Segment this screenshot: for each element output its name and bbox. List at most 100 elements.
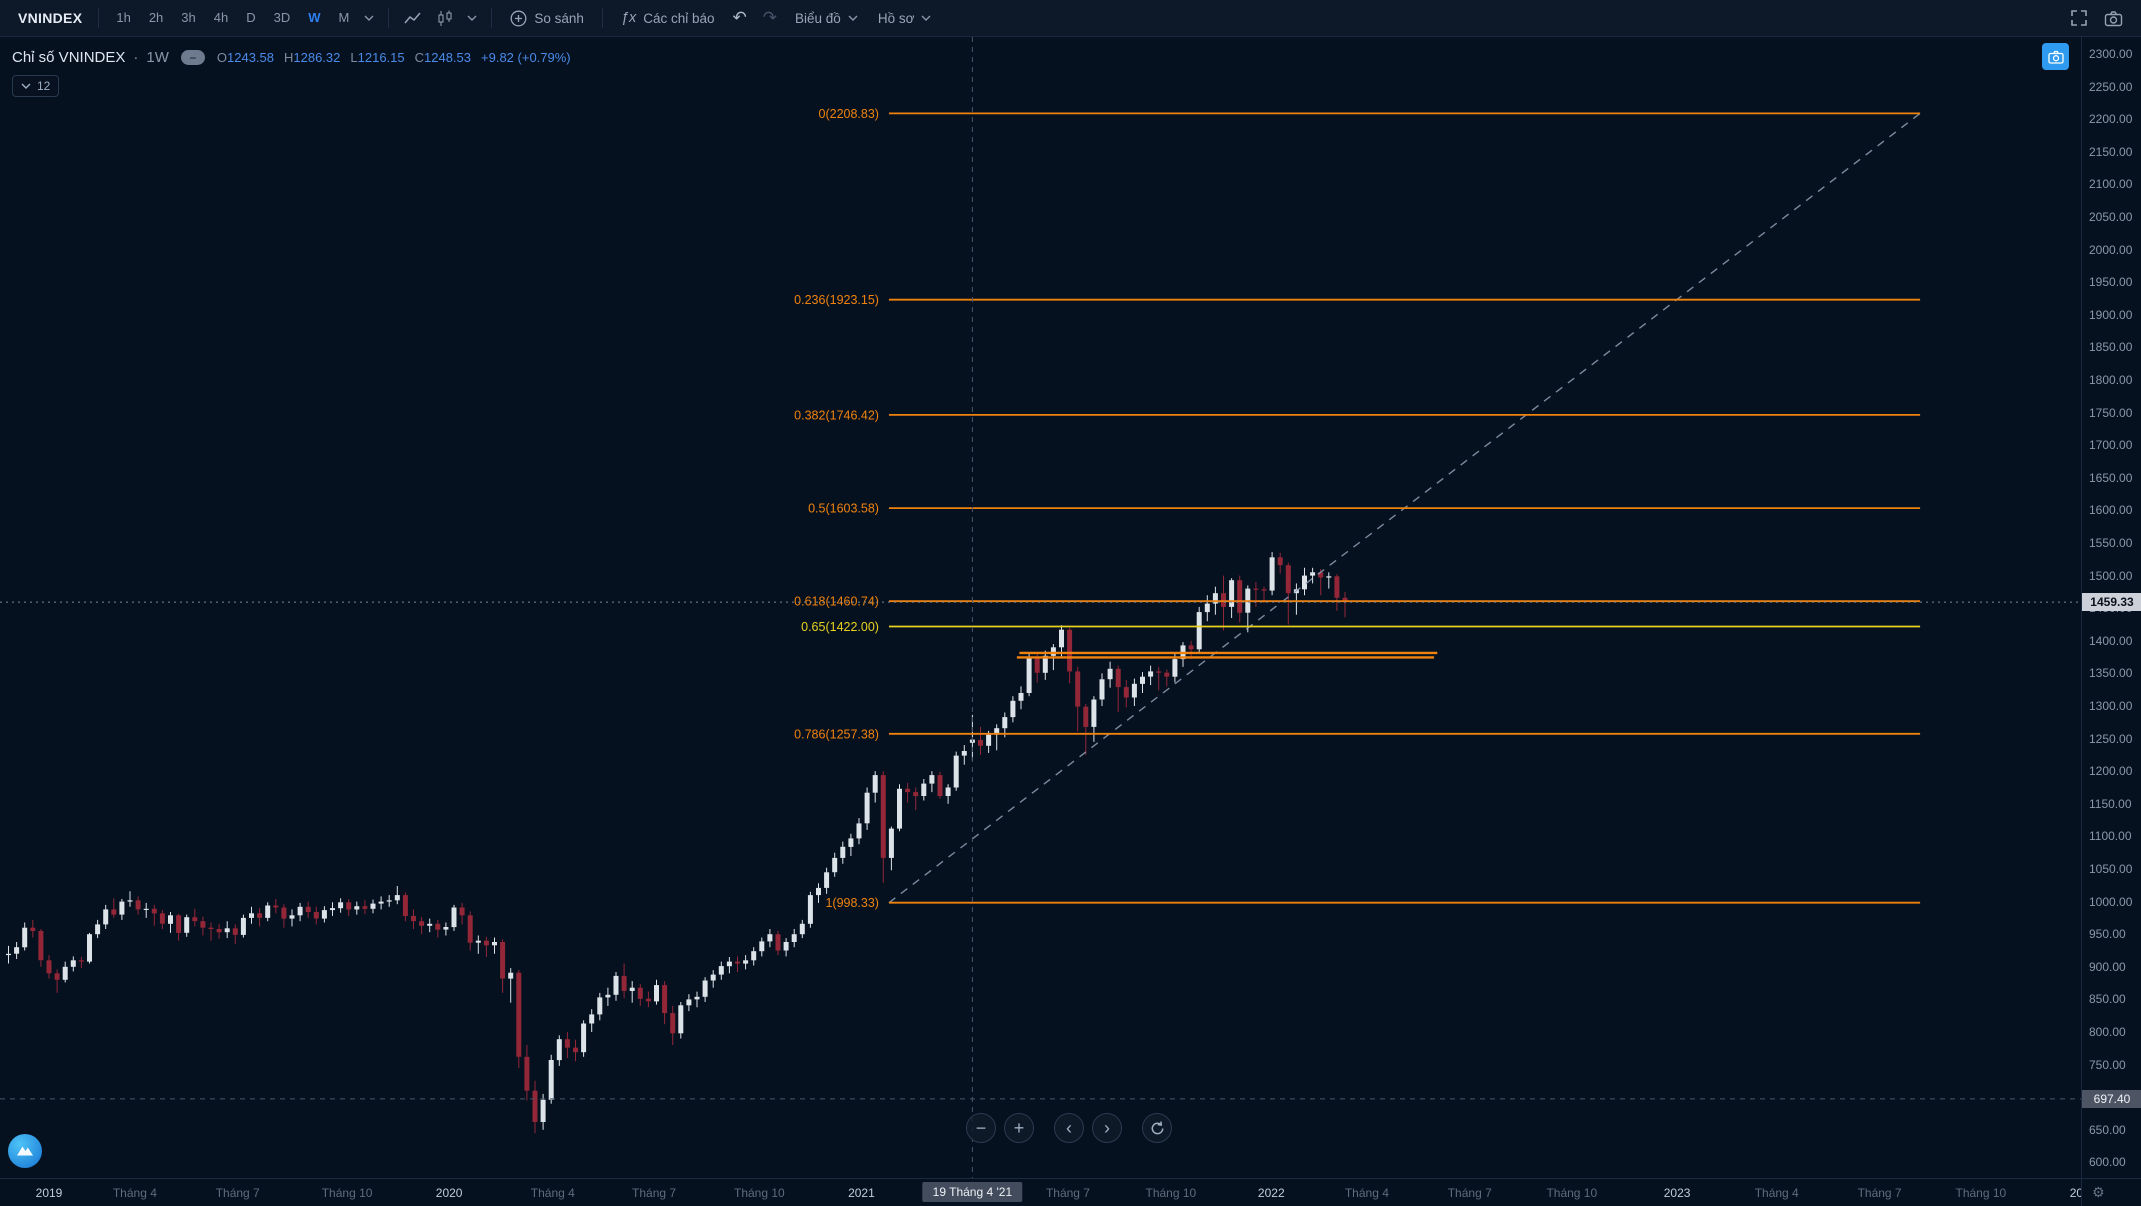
zoom-in-button[interactable]: + [1004, 1113, 1034, 1143]
ohlc-open: O1243.58 [216, 50, 274, 65]
timeframe-M[interactable]: M [338, 10, 350, 25]
hide-series-button[interactable]: − [180, 50, 205, 65]
candle [564, 1039, 570, 1048]
candle [807, 895, 813, 924]
candle [402, 895, 408, 916]
candle [743, 960, 749, 964]
price-axis-label: 2000.00 [2089, 242, 2133, 257]
candle [816, 887, 821, 896]
candle [232, 928, 238, 935]
candle [726, 961, 732, 967]
chart-layout-label: Biểu đồ [795, 10, 841, 26]
candle [1188, 645, 1194, 650]
zoom-out-button[interactable]: − [966, 1113, 996, 1143]
broker-logo[interactable] [8, 1134, 42, 1168]
candle [1310, 572, 1316, 576]
pan-left-button[interactable]: ‹ [1054, 1113, 1084, 1143]
indicators-label: Các chỉ báo [643, 10, 715, 26]
candle [95, 924, 101, 935]
price-axis-label: 1250.00 [2089, 731, 2133, 746]
redo-button[interactable]: ↷ [762, 8, 778, 27]
candle [921, 783, 927, 796]
candle [775, 934, 781, 951]
chart-layout-menu-button[interactable]: Biểu đồ [785, 0, 868, 36]
candle [945, 787, 951, 796]
indicators-button[interactable]: ƒx Các chỉ báo [611, 0, 725, 36]
candle [605, 994, 611, 998]
candle [516, 972, 522, 1057]
legend-interval[interactable]: 1W [146, 49, 169, 66]
candlestick-chart[interactable]: 0(2208.83) 0.236(1923.15) 0.382(1746.42) 0.… [0, 37, 2081, 1178]
price-axis-label: 1900.00 [2089, 307, 2133, 322]
price-axis-label: 1800.00 [2089, 373, 2133, 387]
candle [751, 951, 757, 961]
candle [824, 872, 830, 888]
candle [1253, 588, 1259, 590]
timeframe-D[interactable]: D [246, 10, 256, 25]
candle [1156, 671, 1162, 673]
legend-symbol-title[interactable]: Chỉ số VNINDEX [12, 49, 126, 66]
price-axis-label: 1150.00 [2089, 796, 2132, 811]
profile-menu-button[interactable]: Hồ sơ [868, 0, 942, 36]
axis-corner[interactable]: ⚙ [2081, 1178, 2141, 1206]
chart-area[interactable]: 0(2208.83) 0.236(1923.15) 0.382(1746.42) 0.… [0, 37, 2081, 1178]
time-axis-label: Tháng 10 [321, 1186, 373, 1200]
candle [791, 934, 797, 942]
candlestick-icon [438, 10, 452, 26]
time-axis[interactable]: 19 Tháng 4 '21 2019 Tháng 4 Tháng 7 Tháng 1… [0, 1178, 2081, 1206]
candle [435, 923, 441, 930]
reset-view-button[interactable] [1142, 1113, 1172, 1143]
timeframe-menu-button[interactable] [358, 15, 380, 21]
symbol-button[interactable]: VNINDEX [18, 10, 83, 26]
timeframe-2h[interactable]: 2h [148, 10, 164, 25]
timeframe-3D[interactable]: 3D [273, 10, 291, 25]
crosshair-time-label: 19 Tháng 4 '21 [922, 1182, 1023, 1202]
candle [354, 906, 360, 910]
candle [475, 940, 481, 943]
candle [362, 906, 368, 909]
candle [905, 788, 911, 793]
price-axis[interactable]: 1459.33 697.40 2300.00 2250.00 2200.00 2150… [2081, 37, 2141, 1178]
candle [411, 915, 416, 922]
candle [394, 895, 400, 901]
undo-button[interactable]: ↶ [732, 8, 747, 27]
timeframe-3h[interactable]: 3h [181, 10, 196, 25]
snapshot-button[interactable] [2042, 43, 2069, 70]
time-axis-label: Tháng 4 [1754, 1186, 1799, 1200]
time-axis-label: 2021 [848, 1186, 875, 1200]
last-price-label: 1459.33 [2082, 593, 2141, 612]
candle [427, 923, 433, 926]
fib-level-label: 0.236(1923.15) [794, 293, 879, 307]
candle [1091, 699, 1097, 727]
candle [524, 1056, 530, 1091]
candle [78, 960, 84, 962]
screenshot-button[interactable] [2104, 10, 2123, 27]
fullscreen-icon [2071, 10, 2087, 26]
candle [937, 775, 943, 796]
fullscreen-button[interactable] [2070, 9, 2088, 27]
toolbar-divider [491, 8, 493, 28]
top-toolbar: VNINDEX 1h 2h 3h 4h D 3D W M [0, 0, 2141, 37]
candle [1172, 659, 1178, 677]
timeframe-4h[interactable]: 4h [213, 10, 229, 25]
ohlc-close: C1248.53 [414, 50, 472, 65]
candle [1115, 668, 1121, 688]
chart-type-menu-button[interactable] [461, 15, 483, 21]
fib-level-label: 1(998.33) [825, 896, 879, 910]
timeframe-1h[interactable]: 1h [116, 10, 131, 25]
candle [127, 900, 133, 902]
timeframe-W[interactable]: W [308, 10, 321, 25]
price-axis-label: 1050.00 [2089, 862, 2133, 876]
time-axis-label: Tháng 10 [1955, 1186, 2007, 1200]
price-axis-label: 1100.00 [2089, 829, 2132, 844]
candlestick-chart-type-button[interactable] [429, 10, 461, 27]
line-chart-type-button[interactable] [397, 10, 429, 26]
crosshair-price-label: 697.40 [2082, 1089, 2141, 1108]
candle [240, 917, 246, 935]
candle [273, 905, 279, 908]
collapsed-indicators-button[interactable]: 12 [12, 75, 60, 97]
candle [1269, 557, 1275, 591]
legend-ohlc: O1243.58 H1286.32 L1216.15 C1248.53 +9.8… [217, 50, 571, 65]
pan-right-button[interactable]: › [1092, 1113, 1122, 1143]
compare-button[interactable]: So sánh [500, 0, 594, 36]
